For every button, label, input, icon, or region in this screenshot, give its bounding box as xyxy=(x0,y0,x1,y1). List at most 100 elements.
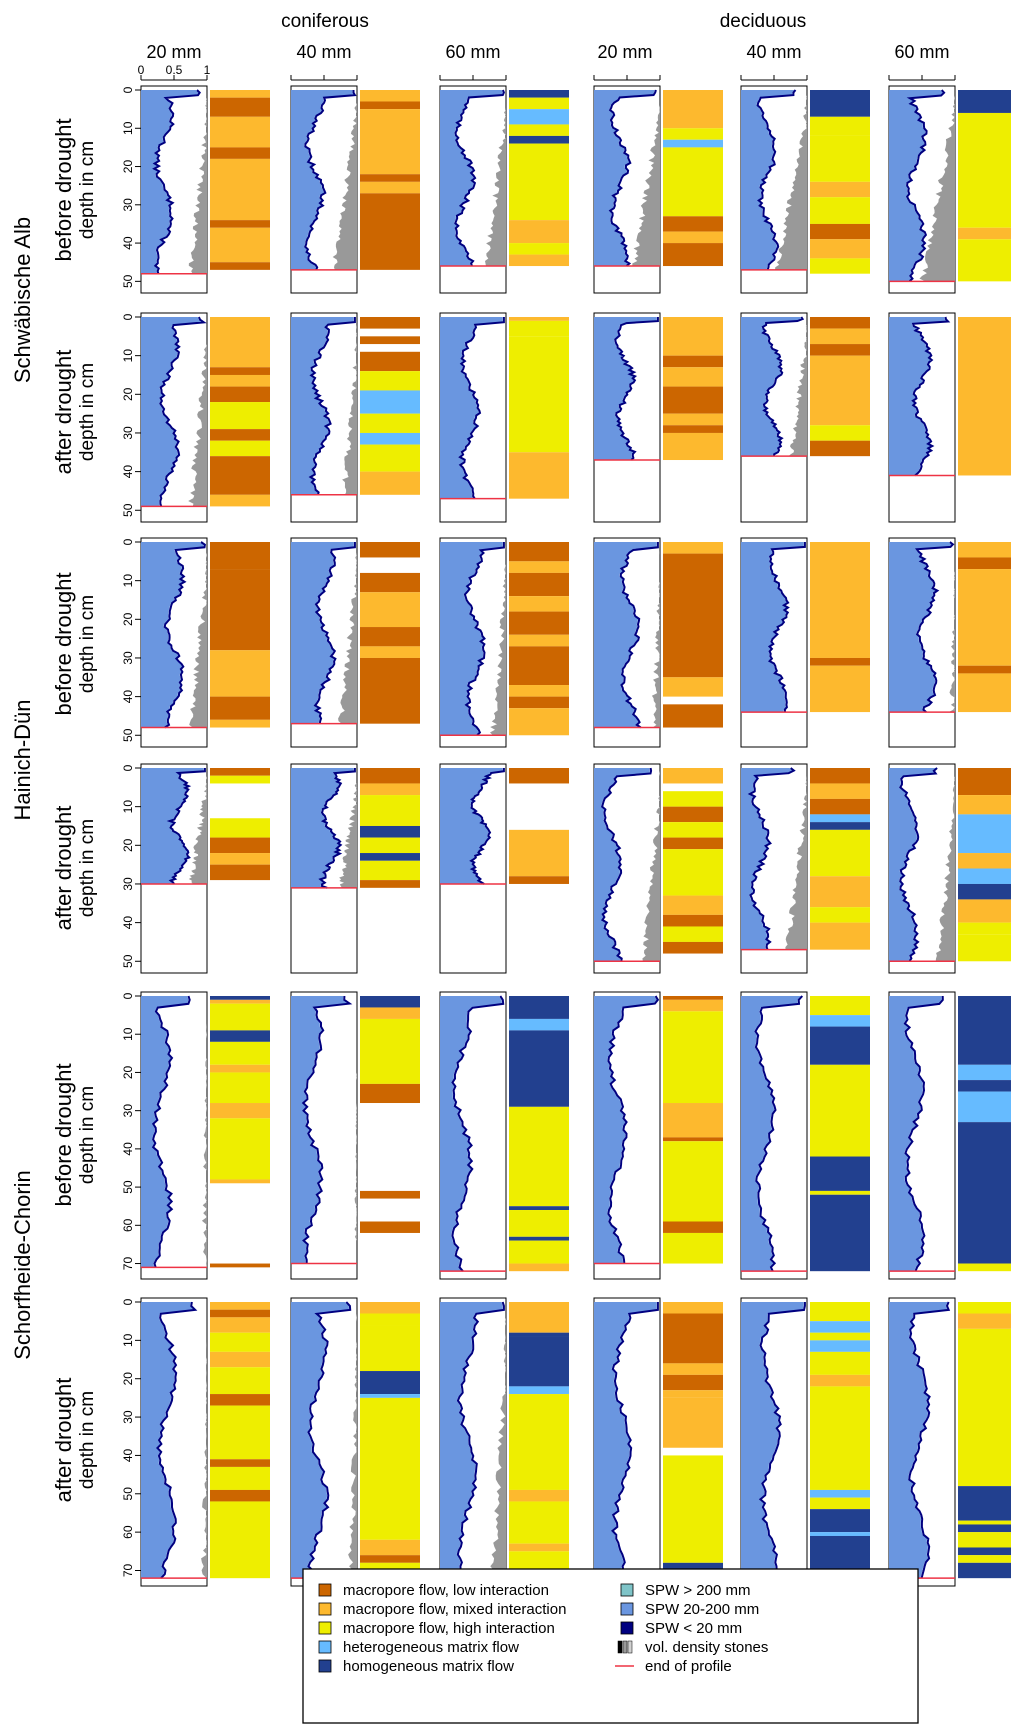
flow-segment xyxy=(663,1141,723,1222)
flow-segment xyxy=(810,542,870,658)
flow-segment xyxy=(663,1363,723,1375)
y-tick-label: 30 xyxy=(121,1410,135,1424)
flow-segment xyxy=(810,783,870,799)
column-header: 20 mm xyxy=(597,42,652,62)
flow-segment xyxy=(810,1489,870,1498)
y-tick-label: 70 xyxy=(121,1563,135,1577)
flow-segment xyxy=(210,1367,270,1395)
spw-lt20-line xyxy=(600,767,653,962)
flow-segment xyxy=(210,1459,270,1467)
flow-segment xyxy=(810,1026,870,1065)
flow-segment xyxy=(958,853,1011,869)
flow-segment xyxy=(360,1083,420,1104)
profile-panel xyxy=(140,312,270,523)
flow-segment xyxy=(360,1397,420,1540)
flow-segment xyxy=(509,611,569,635)
flow-segment xyxy=(360,390,420,414)
y-tick-label: 10 xyxy=(121,121,135,135)
y-tick-label: 30 xyxy=(121,198,135,212)
flow-segment xyxy=(210,999,270,1004)
flow-segment xyxy=(360,1190,420,1199)
flow-segment xyxy=(210,837,270,854)
spw-lt20-line xyxy=(767,542,806,713)
y-tick-label: 10 xyxy=(121,1333,135,1347)
flow-segment xyxy=(210,996,270,1000)
spw-20-200-area xyxy=(594,317,657,461)
spw-20-200-area xyxy=(594,90,655,267)
y-tick-label: 50 xyxy=(121,274,135,288)
flow-segment xyxy=(210,317,270,368)
flow-segment xyxy=(663,926,723,942)
spw-20-200-area xyxy=(291,1302,349,1579)
flow-segment xyxy=(810,181,870,198)
profile-panel xyxy=(740,991,870,1280)
spw-lt20-line xyxy=(756,89,797,271)
flow-segment xyxy=(360,101,420,110)
flow-segment xyxy=(210,494,270,507)
flow-segment xyxy=(663,553,723,678)
flow-segment xyxy=(810,876,870,908)
profile-panel xyxy=(140,763,270,974)
flow-segment xyxy=(360,1325,420,1372)
spw-20-200-area xyxy=(141,768,204,884)
spw-lt20-line xyxy=(608,89,657,267)
flow-segment xyxy=(210,864,270,881)
flow-segment xyxy=(663,914,723,927)
flow-segment xyxy=(810,116,870,136)
spw-lt20-line xyxy=(908,1301,951,1579)
y-tick-label: 40 xyxy=(121,465,135,479)
y-tick-label: 40 xyxy=(121,1142,135,1156)
flow-segment xyxy=(210,1118,270,1180)
flow-segment xyxy=(210,1501,270,1579)
flow-segment xyxy=(360,1302,420,1314)
flow-segment xyxy=(810,1340,870,1352)
profile-panel xyxy=(140,991,270,1280)
profile-panel xyxy=(290,991,420,1280)
flow-segment xyxy=(509,996,569,1019)
spw-20-200-area xyxy=(889,996,942,1272)
y-tick-label: 30 xyxy=(121,877,135,891)
flow-segment xyxy=(210,367,270,375)
flow-segment xyxy=(360,837,420,854)
profile-panel xyxy=(740,763,870,974)
flow-segment xyxy=(958,1313,1011,1329)
legend-label: vol. density stones xyxy=(645,1639,768,1656)
profile-panel xyxy=(593,312,723,523)
flow-segment xyxy=(663,367,723,387)
stones-area xyxy=(188,768,207,884)
profile-panel xyxy=(439,537,569,748)
profile-panel xyxy=(740,1297,870,1587)
flow-segment xyxy=(509,336,569,453)
flow-segment xyxy=(958,542,1011,558)
flow-segment xyxy=(810,814,870,823)
flow-segment xyxy=(810,1374,870,1387)
flow-segment xyxy=(663,895,723,915)
flow-segment xyxy=(509,685,569,697)
flow-segment xyxy=(360,444,420,472)
flow-segment xyxy=(210,158,270,221)
flow-segment xyxy=(360,996,420,1008)
profile-panel xyxy=(593,1297,723,1587)
spw-20-200-area xyxy=(889,542,952,713)
flow-segment xyxy=(509,254,569,267)
flow-segment xyxy=(210,1030,270,1042)
flow-segment xyxy=(509,109,569,125)
stones-area xyxy=(642,768,660,962)
spw-20-200-area xyxy=(440,542,503,736)
flow-segment xyxy=(810,1064,870,1157)
spw-lt20-line xyxy=(151,995,191,1268)
stones-area xyxy=(935,768,955,962)
flow-segment xyxy=(810,1332,870,1341)
stones-area xyxy=(348,1302,357,1579)
flow-segment xyxy=(810,1386,870,1490)
column-header: 40 mm xyxy=(296,42,351,62)
flow-segment xyxy=(663,768,723,784)
flow-segment xyxy=(509,1240,569,1264)
flow-segment xyxy=(509,1106,569,1207)
flow-segment xyxy=(810,440,870,457)
flow-segment xyxy=(810,317,870,329)
y-tick-label: 0 xyxy=(121,86,135,93)
legend-label: SPW > 200 mm xyxy=(645,1582,750,1599)
x-tick-labels: 0 0.5 1 xyxy=(138,63,211,77)
legend-label: homogeneous matrix flow xyxy=(343,1658,514,1675)
